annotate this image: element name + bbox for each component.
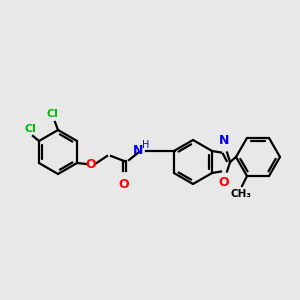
Text: N: N	[219, 134, 229, 148]
Text: O: O	[119, 178, 129, 191]
Text: N: N	[133, 145, 143, 158]
Text: Cl: Cl	[46, 109, 58, 119]
Text: CH₃: CH₃	[230, 189, 251, 199]
Text: H: H	[142, 140, 149, 150]
Text: Cl: Cl	[24, 124, 36, 134]
Text: O: O	[86, 158, 96, 170]
Text: O: O	[219, 176, 230, 190]
